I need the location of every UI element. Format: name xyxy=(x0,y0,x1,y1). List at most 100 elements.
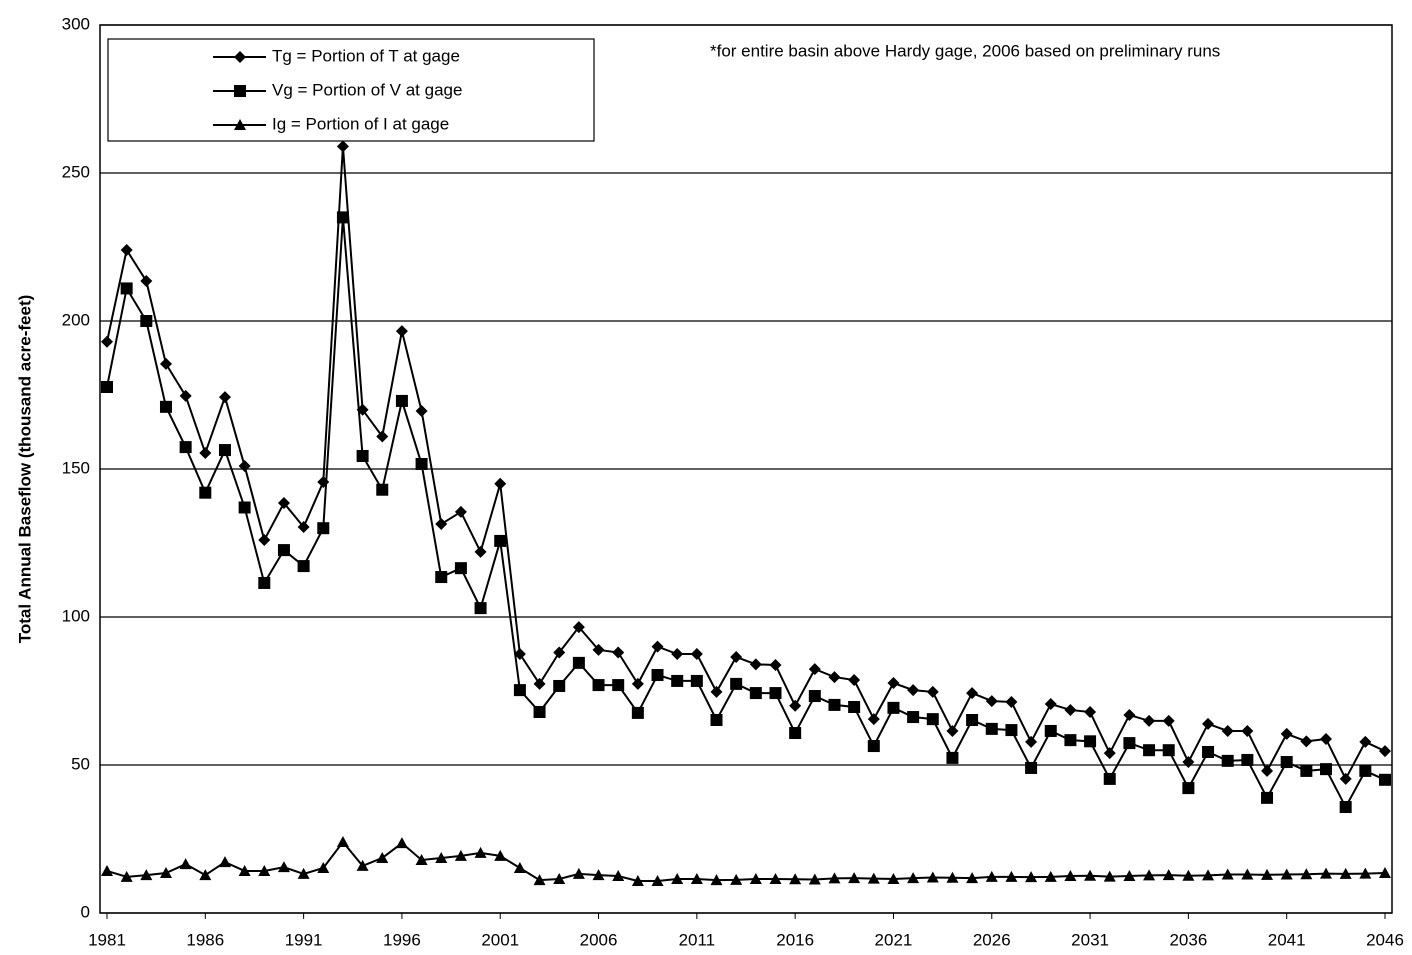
x-tick-label: 2046 xyxy=(1366,930,1404,949)
marker xyxy=(592,679,605,692)
marker xyxy=(101,864,113,876)
marker xyxy=(1005,724,1018,737)
marker xyxy=(1359,735,1372,748)
marker xyxy=(1044,698,1057,711)
marker xyxy=(828,698,841,711)
marker xyxy=(966,872,979,884)
marker xyxy=(1202,869,1215,881)
x-tick-label: 2036 xyxy=(1169,930,1207,949)
marker xyxy=(710,714,723,727)
marker xyxy=(631,677,644,690)
marker xyxy=(1280,727,1293,740)
legend-marker xyxy=(234,119,246,130)
marker xyxy=(218,391,231,404)
x-tick-label: 1996 xyxy=(383,930,421,949)
marker xyxy=(277,861,290,873)
marker xyxy=(297,560,310,573)
marker xyxy=(356,859,369,871)
marker xyxy=(277,544,290,557)
marker xyxy=(867,740,880,753)
marker xyxy=(867,713,880,726)
marker xyxy=(1261,868,1274,880)
marker xyxy=(179,858,192,870)
legend xyxy=(107,38,595,142)
marker xyxy=(1143,869,1156,881)
marker xyxy=(1221,868,1234,880)
marker xyxy=(1103,870,1116,882)
marker xyxy=(651,875,664,887)
marker xyxy=(887,872,900,884)
marker xyxy=(926,713,939,726)
marker xyxy=(828,872,841,884)
marker xyxy=(808,873,821,885)
marker xyxy=(690,872,703,884)
x-tick-label: 2006 xyxy=(580,930,618,949)
marker xyxy=(1241,724,1254,737)
y-axis-label: Total Annual Baseflow (thousand acre-fee… xyxy=(15,295,34,644)
marker xyxy=(1241,868,1254,880)
marker xyxy=(238,501,251,514)
marker xyxy=(474,846,487,858)
marker xyxy=(966,714,979,727)
marker xyxy=(1339,772,1352,785)
marker xyxy=(612,870,625,881)
marker xyxy=(120,870,133,882)
marker xyxy=(946,751,959,764)
marker xyxy=(1320,867,1333,879)
marker xyxy=(1300,735,1313,748)
marker xyxy=(1103,747,1116,760)
marker xyxy=(966,687,979,700)
marker xyxy=(140,275,153,288)
marker xyxy=(435,851,448,863)
x-tick-label: 2026 xyxy=(973,930,1011,949)
x-tick-label: 2031 xyxy=(1071,930,1109,949)
marker xyxy=(140,315,153,327)
legend-marker xyxy=(234,51,246,63)
marker xyxy=(907,872,920,884)
marker xyxy=(1339,867,1352,879)
marker xyxy=(1379,867,1391,879)
marker xyxy=(101,381,113,394)
x-tick-label: 1981 xyxy=(88,930,126,949)
marker xyxy=(1202,717,1215,730)
marker xyxy=(710,685,723,698)
marker xyxy=(1339,801,1352,814)
marker xyxy=(395,325,408,338)
y-tick-label: 100 xyxy=(62,606,90,625)
legend-label: Tg = Portion of T at gage xyxy=(272,46,460,65)
marker xyxy=(730,873,743,885)
marker xyxy=(730,677,743,690)
marker xyxy=(631,875,644,887)
y-tick-label: 0 xyxy=(81,902,90,921)
marker xyxy=(926,871,939,883)
marker xyxy=(671,674,684,687)
marker xyxy=(1261,791,1274,804)
marker xyxy=(789,727,802,740)
marker xyxy=(1025,761,1038,774)
marker xyxy=(533,706,546,719)
marker xyxy=(533,874,546,886)
marker xyxy=(159,400,172,413)
legend-label: Vg = Portion of V at gage xyxy=(272,80,462,99)
marker xyxy=(749,687,762,700)
marker xyxy=(1143,744,1156,757)
marker xyxy=(1064,870,1077,881)
marker xyxy=(907,711,920,724)
marker xyxy=(887,701,900,714)
marker xyxy=(553,872,566,884)
marker xyxy=(1162,869,1175,881)
marker xyxy=(612,646,625,659)
marker xyxy=(1005,695,1018,708)
marker xyxy=(848,700,861,713)
marker xyxy=(749,658,762,671)
marker xyxy=(415,404,428,417)
y-tick-label: 250 xyxy=(62,162,90,181)
marker xyxy=(1044,870,1057,882)
marker xyxy=(985,722,998,735)
marker xyxy=(572,621,585,634)
marker xyxy=(671,872,684,884)
marker xyxy=(474,602,487,615)
marker xyxy=(1103,772,1116,785)
line xyxy=(106,146,1386,782)
